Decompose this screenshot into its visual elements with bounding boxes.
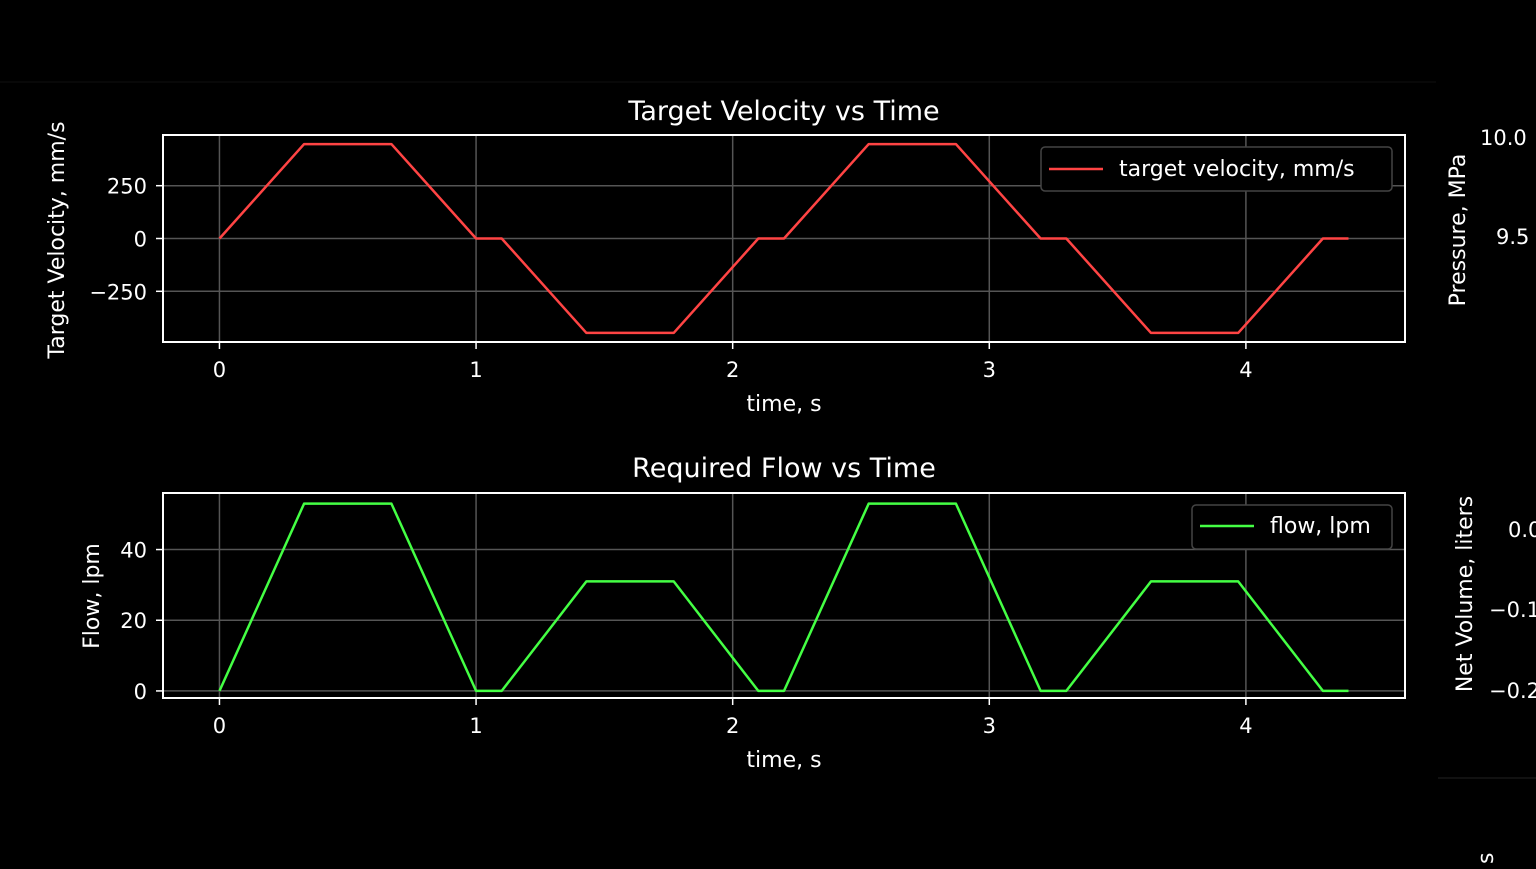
net-volume-chart-partial: Net Volume, liters 0.0 −0.1 −0.2 bbox=[1453, 496, 1536, 703]
flow-y-axis-label: Flow, lpm bbox=[80, 543, 105, 649]
pressure-tick-label: 9.5 bbox=[1496, 225, 1529, 249]
flow-x-tick-label: 0 bbox=[213, 714, 226, 738]
flow-y-tick-label: 20 bbox=[120, 609, 147, 633]
flow-legend-box bbox=[1191, 504, 1393, 550]
velocity-x-tick-label: 4 bbox=[1239, 358, 1252, 382]
flow-x-tick-label: 1 bbox=[469, 714, 482, 738]
net-volume-tick-label: −0.1 bbox=[1489, 598, 1536, 622]
net-volume-tick-label: −0.2 bbox=[1489, 679, 1536, 703]
flow-y-tick-label: 40 bbox=[120, 539, 147, 563]
velocity-x-axis-label: time, s bbox=[746, 392, 821, 417]
net-volume-y-axis-label: Net Volume, liters bbox=[1453, 496, 1478, 692]
velocity-legend: target velocity, mm/s bbox=[1040, 146, 1393, 192]
flow-legend-label: flow, lpm bbox=[1270, 514, 1371, 539]
pressure-y-axis-label: Pressure, MPa bbox=[1446, 154, 1471, 307]
velocity-x-ticks: 0 1 2 3 4 bbox=[213, 342, 1253, 382]
velocity-y-tick-label: −250 bbox=[89, 280, 147, 304]
velocity-x-tick-label: 2 bbox=[726, 358, 739, 382]
flow-chart-title: Required Flow vs Time bbox=[632, 453, 936, 484]
flow-x-axis-label: time, s bbox=[746, 748, 821, 773]
flow-series-line bbox=[218, 502, 1349, 693]
velocity-y-ticks: 250 0 −250 bbox=[89, 175, 163, 304]
velocity-y-tick-label: 250 bbox=[107, 175, 147, 199]
cropped-axis-fragment: s bbox=[1474, 853, 1499, 864]
velocity-series-line bbox=[218, 142, 1349, 335]
flow-y-tick-label: 0 bbox=[134, 680, 147, 704]
flow-x-tick-label: 4 bbox=[1239, 714, 1252, 738]
flow-y-ticks: 40 20 0 bbox=[120, 539, 163, 704]
flow-series bbox=[218, 502, 1349, 693]
flow-chart: Required Flow vs Time 40 20 0 0 1 2 3 4 time, … bbox=[80, 453, 1406, 773]
flow-legend: flow, lpm bbox=[1191, 504, 1393, 550]
velocity-legend-label: target velocity, mm/s bbox=[1119, 157, 1355, 182]
velocity-y-axis-label: Target Velocity, mm/s bbox=[45, 121, 70, 359]
velocity-x-tick-label: 1 bbox=[469, 358, 482, 382]
flow-plot-frame bbox=[162, 492, 1406, 699]
velocity-x-tick-label: 3 bbox=[983, 358, 996, 382]
flow-x-tick-label: 3 bbox=[983, 714, 996, 738]
velocity-x-tick-label: 0 bbox=[213, 358, 226, 382]
velocity-chart: Target Velocity vs Time 250 0 −250 0 1 2 3 4 t… bbox=[45, 96, 1406, 417]
velocity-y-tick-label: 0 bbox=[134, 228, 147, 252]
pressure-tick-label: 10.0 bbox=[1480, 126, 1527, 150]
net-volume-tick-label: 0.0 bbox=[1508, 518, 1536, 542]
pressure-chart-partial: Pressure, MPa 10.0 9.5 bbox=[1446, 126, 1529, 306]
flow-x-tick-label: 2 bbox=[726, 714, 739, 738]
velocity-legend-box bbox=[1040, 146, 1393, 192]
velocity-chart-title: Target Velocity vs Time bbox=[627, 96, 939, 127]
velocity-series bbox=[218, 142, 1349, 335]
flow-x-ticks: 0 1 2 3 4 bbox=[213, 698, 1253, 738]
